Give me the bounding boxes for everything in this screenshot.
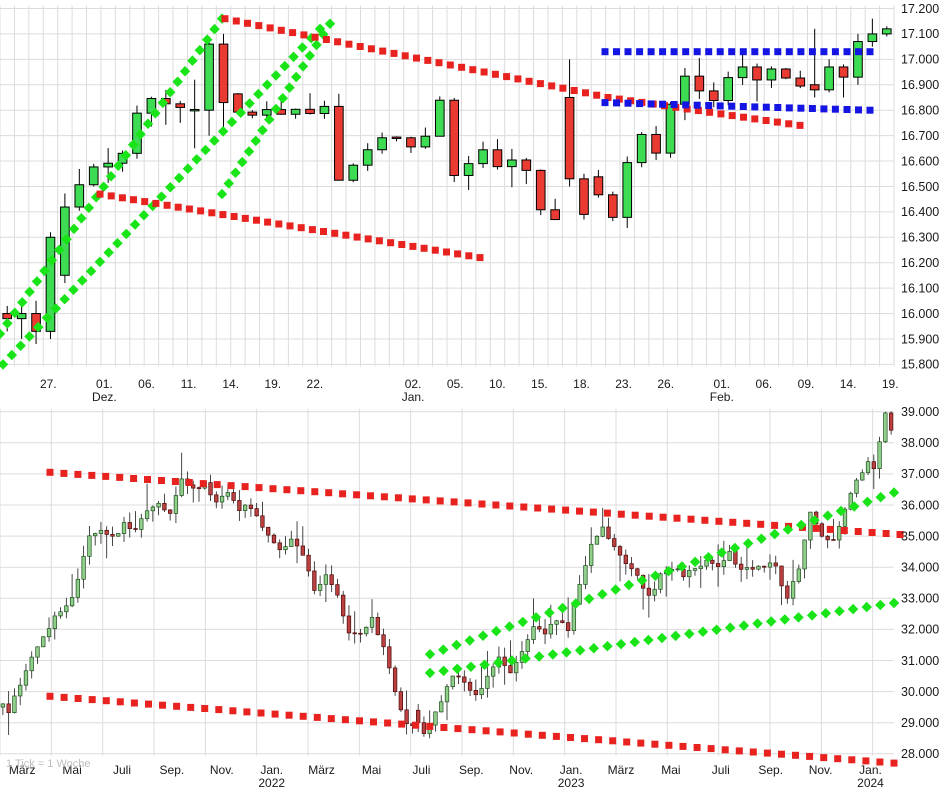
svg-text:Jan.: Jan. [560,763,583,777]
svg-text:15.800: 15.800 [901,358,939,372]
svg-text:14.: 14. [222,377,239,391]
svg-text:15.: 15. [531,377,548,391]
svg-text:05.: 05. [447,377,464,391]
svg-text:16.000: 16.000 [901,307,939,321]
svg-text:06.: 06. [756,377,773,391]
svg-text:Sep.: Sep. [160,763,185,777]
svg-text:Dez.: Dez. [92,390,117,404]
svg-text:17.100: 17.100 [901,27,939,41]
svg-text:38.000: 38.000 [901,436,939,450]
svg-text:16.100: 16.100 [901,281,939,295]
svg-text:16.800: 16.800 [901,104,939,118]
svg-text:Mai: Mai [661,763,680,777]
svg-text:27.: 27. [40,377,57,391]
svg-text:06.: 06. [138,377,155,391]
svg-text:Jan.: Jan. [402,390,425,404]
svg-text:29.000: 29.000 [901,716,939,730]
svg-text:Nov.: Nov. [509,763,533,777]
svg-text:Nov.: Nov. [809,763,833,777]
svg-text:02.: 02. [405,377,422,391]
svg-text:34.000: 34.000 [901,561,939,575]
svg-text:Feb.: Feb. [710,390,734,404]
svg-text:31.000: 31.000 [901,654,939,668]
svg-text:16.700: 16.700 [901,129,939,143]
svg-text:11.: 11. [181,377,197,391]
svg-text:Mai: Mai [362,763,381,777]
svg-text:19.: 19. [264,377,281,391]
svg-text:39.000: 39.000 [901,405,939,419]
svg-text:16.500: 16.500 [901,180,939,194]
svg-text:26.: 26. [657,377,674,391]
svg-text:17.200: 17.200 [901,2,939,16]
svg-text:37.000: 37.000 [901,467,939,481]
svg-text:01.: 01. [96,377,113,391]
svg-text:19.: 19. [882,377,899,391]
svg-text:2023: 2023 [558,776,585,790]
svg-text:Sep.: Sep. [758,763,783,777]
svg-text:2022: 2022 [258,776,285,790]
svg-text:1 Tick = 1 Woche: 1 Tick = 1 Woche [6,758,90,770]
svg-text:März: März [608,763,635,777]
svg-text:10.: 10. [489,377,506,391]
svg-text:16.400: 16.400 [901,205,939,219]
svg-text:28.000: 28.000 [901,747,939,761]
svg-text:18.: 18. [573,377,590,391]
svg-text:01.: 01. [713,377,730,391]
svg-text:Juli: Juli [113,763,131,777]
svg-text:30.000: 30.000 [901,685,939,699]
svg-text:35.000: 35.000 [901,529,939,543]
svg-text:Jan.: Jan. [260,763,283,777]
svg-text:16.900: 16.900 [901,78,939,92]
svg-text:17.000: 17.000 [901,53,939,67]
svg-text:16.200: 16.200 [901,256,939,270]
svg-text:Juli: Juli [412,763,430,777]
svg-text:Sep.: Sep. [459,763,484,777]
svg-text:Nov.: Nov. [210,763,234,777]
svg-text:16.300: 16.300 [901,231,939,245]
svg-text:16.600: 16.600 [901,154,939,168]
svg-text:Jan.: Jan. [859,763,882,777]
svg-text:36.000: 36.000 [901,498,939,512]
svg-text:März: März [308,763,335,777]
svg-text:32.000: 32.000 [901,623,939,637]
svg-text:2024: 2024 [857,776,884,790]
svg-text:15.900: 15.900 [901,332,939,346]
svg-text:14.: 14. [840,377,857,391]
svg-text:22.: 22. [307,377,324,391]
svg-text:09.: 09. [798,377,815,391]
svg-text:33.000: 33.000 [901,592,939,606]
svg-text:Juli: Juli [712,763,730,777]
svg-text:23.: 23. [615,377,632,391]
